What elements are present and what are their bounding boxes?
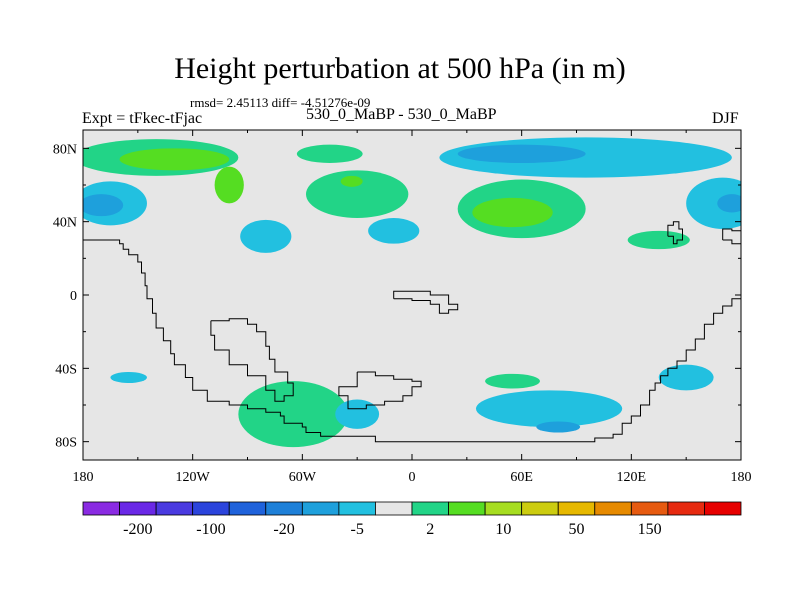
coastline: [83, 239, 741, 443]
colorbar-label: 150: [638, 521, 662, 538]
y-tick-label: 80N: [53, 142, 77, 157]
x-tick-label: 60W: [289, 470, 317, 485]
anomaly-region-arctic-east-core: [457, 144, 586, 163]
x-tick-label: 0: [409, 470, 416, 485]
colorbar-swatch: [667, 501, 705, 516]
season-label: DJF: [712, 110, 739, 127]
colorbar-swatch: [265, 501, 303, 516]
colorbar-swatch: [557, 501, 596, 516]
anomaly-region-siberia-core: [472, 197, 553, 228]
stats-subtitle: rmsd= 2.45113 diff= -4.51276e-09: [190, 95, 371, 110]
colorbar-swatch: [155, 501, 194, 516]
colorbar-swatch: [411, 501, 449, 516]
colorbar-swatch: [119, 501, 157, 516]
colorbar-swatch: [301, 501, 340, 516]
colorbar-swatch: [484, 501, 523, 516]
x-tick-label: 180: [731, 470, 752, 485]
colorbar-swatch: [521, 501, 559, 516]
anomaly-region-south-africa: [485, 373, 540, 389]
y-tick-label: 0: [70, 289, 77, 304]
coastline: [667, 221, 683, 245]
coastline: [393, 290, 459, 314]
colorbar-label: 50: [569, 521, 585, 538]
plot-title: Height perturbation at 500 hPa (in m): [174, 52, 626, 85]
experiment-label: Expt = tFkec-tFjac: [82, 110, 203, 127]
anomaly-region-canada-tongue: [214, 166, 244, 204]
colorbar-label: -100: [196, 521, 225, 538]
colorbar-label: 2: [426, 521, 434, 538]
anomaly-region-n-pacific-east: [686, 177, 741, 229]
x-tick-label: 120W: [176, 470, 211, 485]
anomaly-region-s-indian-core: [536, 421, 581, 433]
anomaly-region-n-pacific-core: [83, 194, 124, 217]
x-tick-label: 120E: [617, 470, 647, 485]
map-layer: [83, 130, 741, 460]
colorbar-label: -5: [351, 521, 364, 538]
anomaly-region-n-america-west: [240, 219, 292, 253]
coastline: [210, 318, 294, 402]
x-tick-label: 60E: [510, 470, 533, 485]
colorbar-label: -20: [273, 521, 294, 538]
colorbar: -200 -100 -20 -5 2 10 50 150: [82, 501, 742, 538]
colorbar-swatch: [594, 501, 632, 516]
colorbar-swatch: [228, 501, 267, 516]
anomaly-region-s-atlantic: [335, 399, 380, 429]
colorbar-swatch: [448, 501, 486, 516]
map-background: [83, 130, 741, 460]
coastline: [338, 371, 422, 410]
y-tick-label: 40S: [55, 362, 77, 377]
anomaly-region-arctic-west-core: [119, 148, 230, 171]
anomaly-region-s-indian: [475, 390, 623, 427]
coastline: [722, 228, 741, 245]
anomaly-region-australia-south: [658, 364, 714, 391]
axes-layer: 180 120W 60W 0 60E 120E 180 80N 40N 0 40S 80S: [53, 130, 752, 485]
y-tick-label: 80S: [55, 436, 77, 451]
colorbar-swatch: [630, 501, 669, 516]
anomaly-region-japan: [627, 230, 690, 250]
anomaly-region-n-pacific-east-core: [717, 194, 741, 213]
anomaly-region-s-pacific-west: [110, 372, 147, 383]
anomaly-region-arctic-center: [296, 144, 363, 163]
colorbar-swatch: [192, 501, 230, 516]
anomaly-region-s-america-south: [238, 381, 349, 448]
y-tick-label: 40N: [53, 216, 77, 231]
anomaly-region-europe: [368, 218, 420, 244]
anomaly-region-n-atlantic: [305, 170, 409, 219]
x-tick-label: 180: [73, 470, 94, 485]
colorbar-swatch: [375, 501, 413, 516]
colorbar-label: -200: [123, 521, 152, 538]
anomaly-region-n-atlantic-core: [340, 175, 363, 187]
colorbar-swatch: [82, 501, 120, 516]
colorbar-swatch: [338, 501, 376, 516]
period-label: 530_0_MaBP - 530_0_MaBP: [306, 106, 497, 123]
colorbar-label: 10: [495, 521, 511, 538]
colorbar-swatch: [704, 501, 742, 516]
